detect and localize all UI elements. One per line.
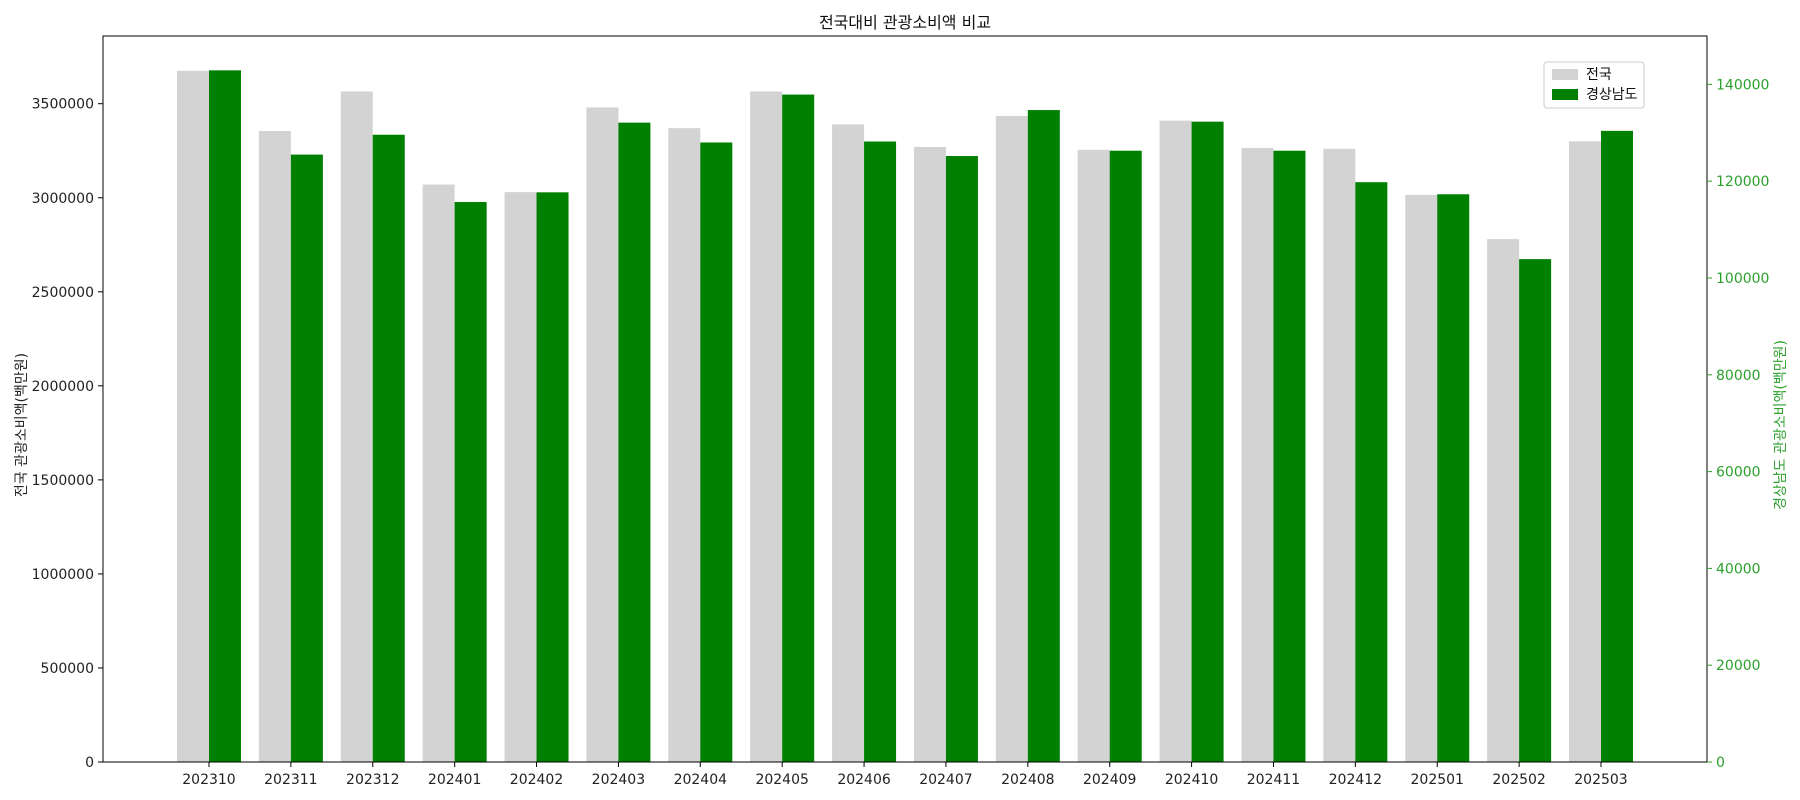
x-tick-label-202408: 202408	[1001, 772, 1054, 788]
x-tick-label-202409: 202409	[1083, 772, 1136, 788]
x-tick-label-202411: 202411	[1247, 772, 1300, 788]
x-tick-label-202407: 202407	[919, 772, 972, 788]
legend-swatch-national	[1552, 69, 1578, 80]
bar-gyeongnam-202412	[1355, 182, 1388, 763]
bar-national-202401	[422, 184, 455, 763]
bar-national-202501	[1405, 194, 1438, 762]
left-axis-label: 전국 관광소비액(백만원)	[14, 353, 30, 497]
x-tick-label-202404: 202404	[674, 772, 728, 788]
right-y-tick-label: 100000	[1716, 271, 1769, 287]
right-y-tick-label: 0	[1716, 755, 1725, 771]
bar-gyeongnam-202410	[1191, 121, 1224, 763]
bar-gyeongnam-202406	[864, 141, 897, 762]
bar-gyeongnam-202408	[1027, 110, 1060, 763]
bar-national-202408	[995, 115, 1028, 762]
bar-national-202403	[586, 107, 619, 763]
x-tick-label-202402: 202402	[510, 772, 563, 788]
bar-gyeongnam-202407	[945, 156, 978, 762]
bar-national-202410	[1159, 120, 1192, 762]
bar-national-202407	[913, 146, 946, 763]
x-tick-label-202502: 202502	[1492, 772, 1545, 788]
bar-gyeongnam-202403	[618, 122, 651, 762]
left-y-tick-label: 2000000	[32, 379, 94, 395]
bar-national-202503	[1569, 141, 1601, 762]
bar-gyeongnam-202502	[1519, 259, 1552, 762]
x-tick-label-202403: 202403	[592, 772, 645, 788]
bar-national-202312	[340, 91, 373, 763]
x-tick-label-202501: 202501	[1411, 772, 1464, 788]
left-y-tick-label: 1000000	[32, 567, 94, 583]
x-tick-label-202412: 202412	[1329, 772, 1382, 788]
left-y-tick-label: 3000000	[32, 191, 94, 207]
chart-title: 전국대비 관광소비액 비교	[819, 13, 991, 32]
bar-gyeongnam-202405	[782, 94, 815, 762]
bar-national-202402	[504, 192, 537, 763]
legend-label-national: 전국	[1586, 67, 1612, 83]
plot-frame	[102, 35, 1708, 763]
x-tick-label-202410: 202410	[1165, 772, 1218, 788]
bar-gyeongnam-202401	[454, 202, 487, 762]
bar-gyeongnam-202312	[372, 134, 405, 763]
bar-gyeongnam-202411	[1273, 150, 1306, 762]
left-y-tick-label: 3500000	[32, 97, 94, 113]
bar-gyeongnam-202409	[1109, 150, 1142, 762]
right-y-tick-label: 60000	[1716, 465, 1761, 481]
x-tick-label-202311: 202311	[264, 772, 317, 788]
bar-national-202412	[1323, 148, 1356, 763]
bars-layer	[177, 70, 1633, 763]
x-tick-label-202312: 202312	[346, 772, 399, 788]
bar-gyeongnam-202402	[536, 192, 569, 762]
x-tick-label-202401: 202401	[428, 772, 481, 788]
bar-national-202406	[832, 124, 865, 762]
bar-national-202405	[750, 91, 783, 763]
left-y-tick-label: 500000	[41, 661, 94, 677]
bar-gyeongnam-202503	[1601, 130, 1633, 763]
bar-national-202409	[1077, 149, 1110, 763]
x-tick-label-202406: 202406	[837, 772, 891, 788]
bar-national-202502	[1487, 239, 1520, 762]
right-y-tick-label: 20000	[1716, 658, 1761, 674]
right-y-tick-label: 40000	[1716, 561, 1761, 577]
legend-swatch-gyeongnam	[1552, 89, 1578, 100]
bar-gyeongnam-202311	[290, 154, 323, 762]
bar-gyeongnam-202404	[700, 142, 733, 763]
left-y-tick-label: 1500000	[32, 473, 94, 489]
legend-label-gyeongnam: 경상남도	[1586, 87, 1638, 103]
x-tick-label-202405: 202405	[755, 772, 808, 788]
bar-gyeongnam-202310	[209, 70, 241, 763]
left-y-tick-label: 2500000	[32, 285, 94, 301]
bar-national-202411	[1241, 147, 1274, 762]
left-y-tick-label: 0	[85, 755, 94, 771]
right-y-tick-label: 120000	[1716, 174, 1769, 190]
right-y-tick-label: 80000	[1716, 368, 1761, 384]
right-y-tick-label: 140000	[1716, 77, 1769, 93]
bar-national-202404	[668, 128, 701, 762]
legend: 전국 경상남도	[1543, 61, 1645, 109]
axes-layer: 202310 202311 202312 202401 202402 202403 2024…	[32, 35, 1769, 788]
bar-gyeongnam-202501	[1437, 194, 1470, 762]
x-tick-label-202503: 202503	[1574, 772, 1627, 788]
bar-national-202310	[177, 70, 209, 763]
x-tick-label-202310: 202310	[182, 772, 235, 788]
right-axis-label: 경상남도 관광소비액(백만원)	[1773, 340, 1789, 510]
bar-national-202311	[258, 130, 291, 763]
